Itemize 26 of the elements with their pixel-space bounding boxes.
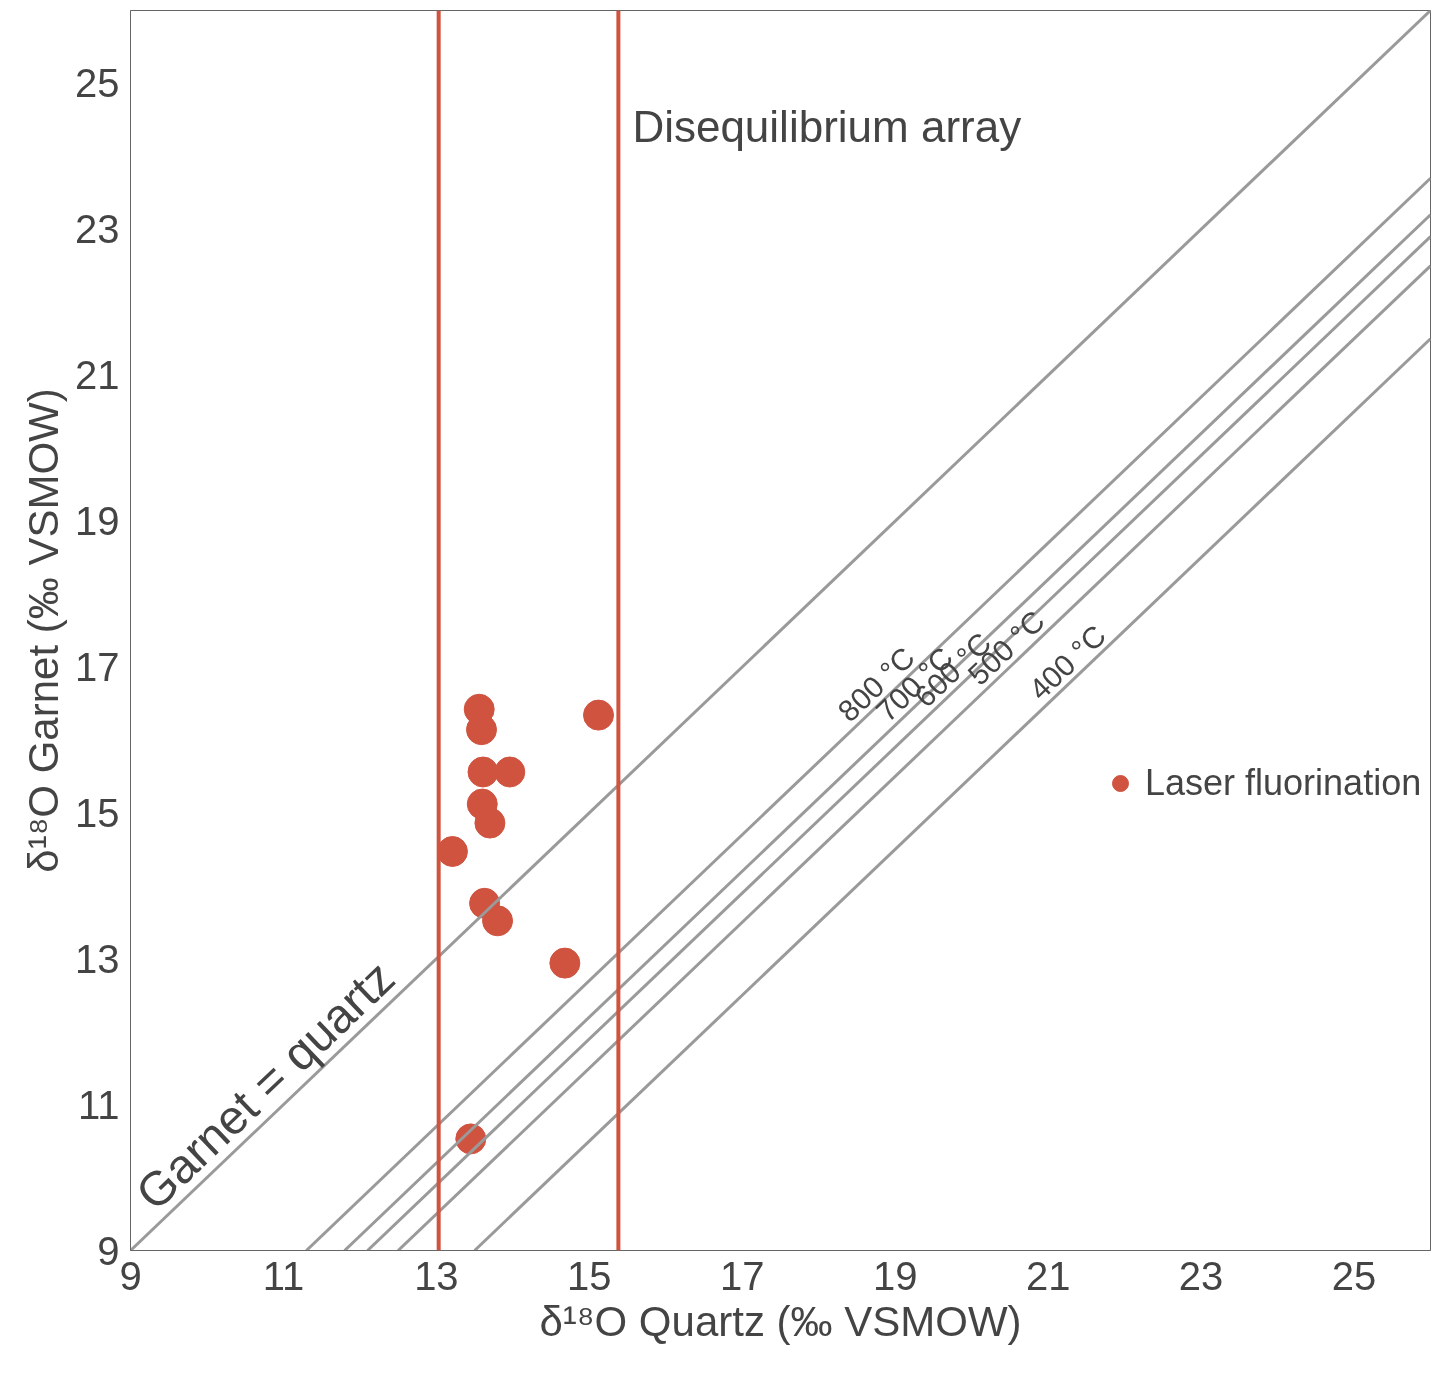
x-tick-label: 17: [720, 1253, 765, 1298]
point: [467, 756, 499, 788]
y-axis-title: δ¹⁸O Garnet (‰ VSMOW): [20, 388, 68, 873]
y-tick-label: 17: [75, 644, 120, 689]
point: [549, 947, 581, 979]
x-tick-label: 13: [414, 1253, 459, 1298]
x-tick-label: 15: [567, 1253, 612, 1298]
x-tick-label: 23: [1178, 1253, 1224, 1298]
y-tick-label: 23: [75, 207, 120, 252]
point: [583, 699, 614, 731]
y-tick-label: 25: [75, 61, 120, 106]
point: [474, 807, 506, 839]
annotation: Disequilibrium array: [632, 101, 1022, 151]
legend-label: Laser fluorination: [1145, 762, 1422, 804]
x-tick-label: 25: [1331, 1253, 1377, 1298]
point: [482, 905, 514, 937]
x-axis-title: δ¹⁸O Quartz (‰ VSMOW): [539, 1297, 1022, 1345]
x-tick-label: 21: [1025, 1253, 1071, 1298]
x-tick-label: 11: [262, 1253, 305, 1298]
y-tick-label: 13: [75, 936, 120, 981]
y-tick-label: 11: [77, 1082, 120, 1127]
point: [494, 756, 526, 788]
y-tick-label: 19: [75, 499, 120, 544]
y-tick-label: 15: [75, 790, 120, 835]
x-tick-label: 19: [872, 1253, 918, 1298]
y-tick-label: 21: [75, 353, 120, 398]
